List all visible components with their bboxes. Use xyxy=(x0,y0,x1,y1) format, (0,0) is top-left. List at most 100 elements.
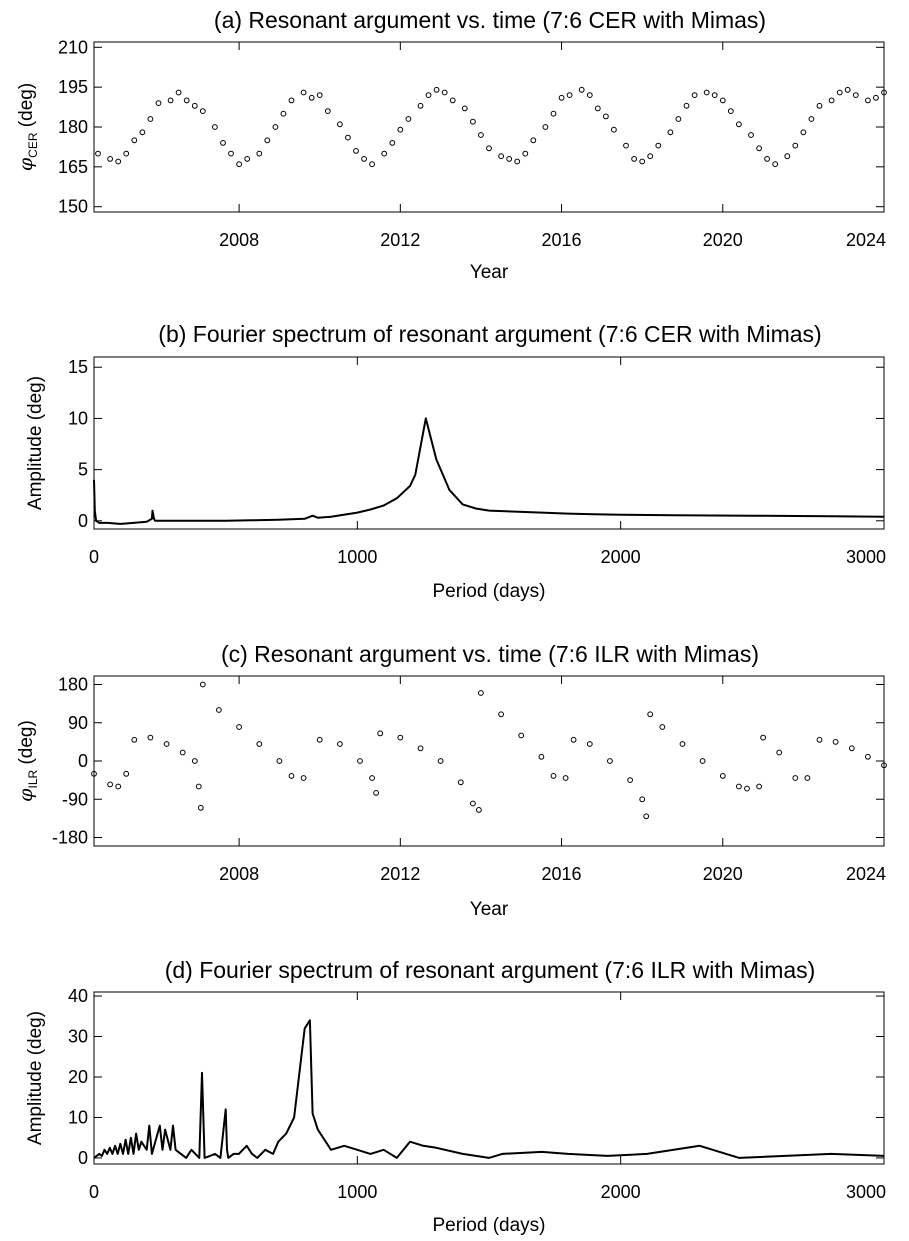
panel-a-data-point xyxy=(727,108,734,114)
panel-d-x-tick-label: 0 xyxy=(89,1182,99,1202)
panel-a-data-point xyxy=(748,132,754,138)
panel-a-data-point xyxy=(852,92,859,98)
panel-c-data-point xyxy=(373,790,380,796)
panel-a-data-point xyxy=(764,156,770,162)
panel-a-data-point xyxy=(167,97,174,104)
panel-d-x-tick-label: 2000 xyxy=(601,1182,641,1202)
panel-c-title: (c) Resonant argument vs. time (7:6 ILR … xyxy=(221,641,759,667)
panel-c-data-point xyxy=(643,813,650,820)
panel-c-x-tick-label: 2008 xyxy=(219,864,259,884)
panel-c-data-point xyxy=(804,775,811,781)
panel-a-data-point xyxy=(865,97,871,104)
panel-c-data-point xyxy=(760,734,766,741)
panel-c-data-point xyxy=(659,724,666,730)
panel-d-marks xyxy=(93,1019,885,1159)
panel-b-x-tick-label: 0 xyxy=(89,547,99,567)
panel-a-data-point xyxy=(183,97,190,104)
panel-c-x-tick-label: 2024 xyxy=(846,864,886,884)
panel-b-y-tick-label: 0 xyxy=(78,511,88,531)
panel-a-data-point xyxy=(324,108,331,114)
panel-a-data-point xyxy=(719,97,726,104)
panel-a-data-point xyxy=(199,108,206,114)
panel-a-data-point xyxy=(623,142,629,149)
panel-a-data-point xyxy=(522,150,529,157)
panel-a-data-point xyxy=(873,94,879,101)
panel-a-data-point xyxy=(578,86,585,93)
panel-c-data-point xyxy=(123,770,130,777)
panel-d-x-tick-label: 3000 xyxy=(846,1182,886,1202)
panel-c-data-point xyxy=(316,736,323,743)
panel-a-data-point xyxy=(212,124,218,130)
panel-a-data-point xyxy=(449,97,456,104)
panel-c-data-point xyxy=(736,783,742,790)
panel-a-data-point xyxy=(316,92,323,98)
panel-d-y-tick-label: 10 xyxy=(68,1107,88,1127)
panel-a-x-label: Year xyxy=(470,262,509,283)
panel-a-data-point xyxy=(470,118,476,125)
panel-a-data-point xyxy=(603,113,609,120)
panel-a-data-point xyxy=(123,150,130,157)
panel-a-data-point xyxy=(288,97,295,104)
panel-c-data-point xyxy=(832,739,839,745)
panel-a-data-point xyxy=(131,137,138,144)
panel-c-data-point xyxy=(377,730,384,737)
panel-c-x-label: Year xyxy=(470,899,509,920)
panel-a-data-point xyxy=(308,94,315,101)
panel-c-data-point xyxy=(197,804,204,811)
panel-a-data-point xyxy=(611,126,617,133)
panel-b-axes: 0 1000 2000 3000 0 5 10 15 xyxy=(68,357,886,567)
panel-a-y-symbol: φ xyxy=(15,157,37,171)
panel-a-y-tick-label: 180 xyxy=(58,117,88,137)
panel-b-y-tick-label: 10 xyxy=(68,408,88,428)
panel-a-axes: 2008 2012 2016 2020 2024 150 165 180 195 210 xyxy=(58,37,886,250)
panel-a-data-point xyxy=(300,89,307,96)
panel-a-y-tick-label: 195 xyxy=(58,77,88,97)
panel-c-y-tick-label: 90 xyxy=(68,713,88,733)
panel-b-y-label: Amplitude (deg) xyxy=(25,376,46,510)
panel-c-data-point xyxy=(437,758,444,764)
panel-c-data-point xyxy=(163,741,170,747)
panel-c-data-point xyxy=(881,762,887,769)
panel-a-data-point xyxy=(498,153,505,160)
panel-c-data-point xyxy=(538,753,545,760)
panel-c-data-point xyxy=(776,749,783,756)
panel-a-data-point xyxy=(675,116,682,122)
panel-a-data-point xyxy=(550,110,557,117)
panel-a-y-label: φCER (deg) xyxy=(15,83,40,171)
panel-c-data-point xyxy=(816,736,823,743)
panel-a-data-point xyxy=(381,150,388,157)
panel-a-data-point xyxy=(417,102,424,109)
panel-c-x-tick-label: 2020 xyxy=(703,864,743,884)
panel-a-marks xyxy=(95,86,887,168)
panel-c-data-point xyxy=(337,741,343,747)
panel-a-data-point xyxy=(800,129,807,136)
panel-c-data-point xyxy=(586,741,593,747)
panel-b-x-tick-label: 1000 xyxy=(337,547,377,567)
panel-a-data-point xyxy=(828,97,835,104)
panel-a-data-point xyxy=(175,89,182,96)
panel-a-data-point xyxy=(107,156,113,162)
panel-a-data-point xyxy=(244,156,251,162)
panel-a-data-point xyxy=(655,142,662,149)
panel-c-data-point xyxy=(498,711,505,718)
panel-c-data-point xyxy=(679,741,686,747)
panel-a-data-point xyxy=(353,148,359,154)
panel-b-plot-frame xyxy=(93,356,885,530)
panel-a-data-point xyxy=(691,92,698,98)
panel-a-data-point xyxy=(478,132,484,138)
panel-c-data-point xyxy=(107,781,113,788)
panel-d-x-label: Period (days) xyxy=(433,1215,546,1236)
panel-d-axes: 0 1000 2000 3000 0 10 20 30 40 xyxy=(68,986,886,1202)
panel-c-y-tick-label: 0 xyxy=(78,751,88,771)
panel-c-data-point xyxy=(288,773,295,779)
panel-c-data-point xyxy=(744,785,750,792)
panel-a-data-point xyxy=(425,92,432,98)
panel-a-data-point xyxy=(506,156,513,162)
panel-a-data-point xyxy=(361,156,368,162)
panel-a-y-unit: (deg) xyxy=(16,83,37,133)
panel-c-y-tick-label: -180 xyxy=(52,828,88,848)
panel-d-x-tick-label: 1000 xyxy=(337,1182,377,1202)
panel-b-marks xyxy=(93,417,885,525)
panel-a-title: (a) Resonant argument vs. time (7:6 CER … xyxy=(214,7,766,33)
panel-c-data-point xyxy=(470,800,476,807)
